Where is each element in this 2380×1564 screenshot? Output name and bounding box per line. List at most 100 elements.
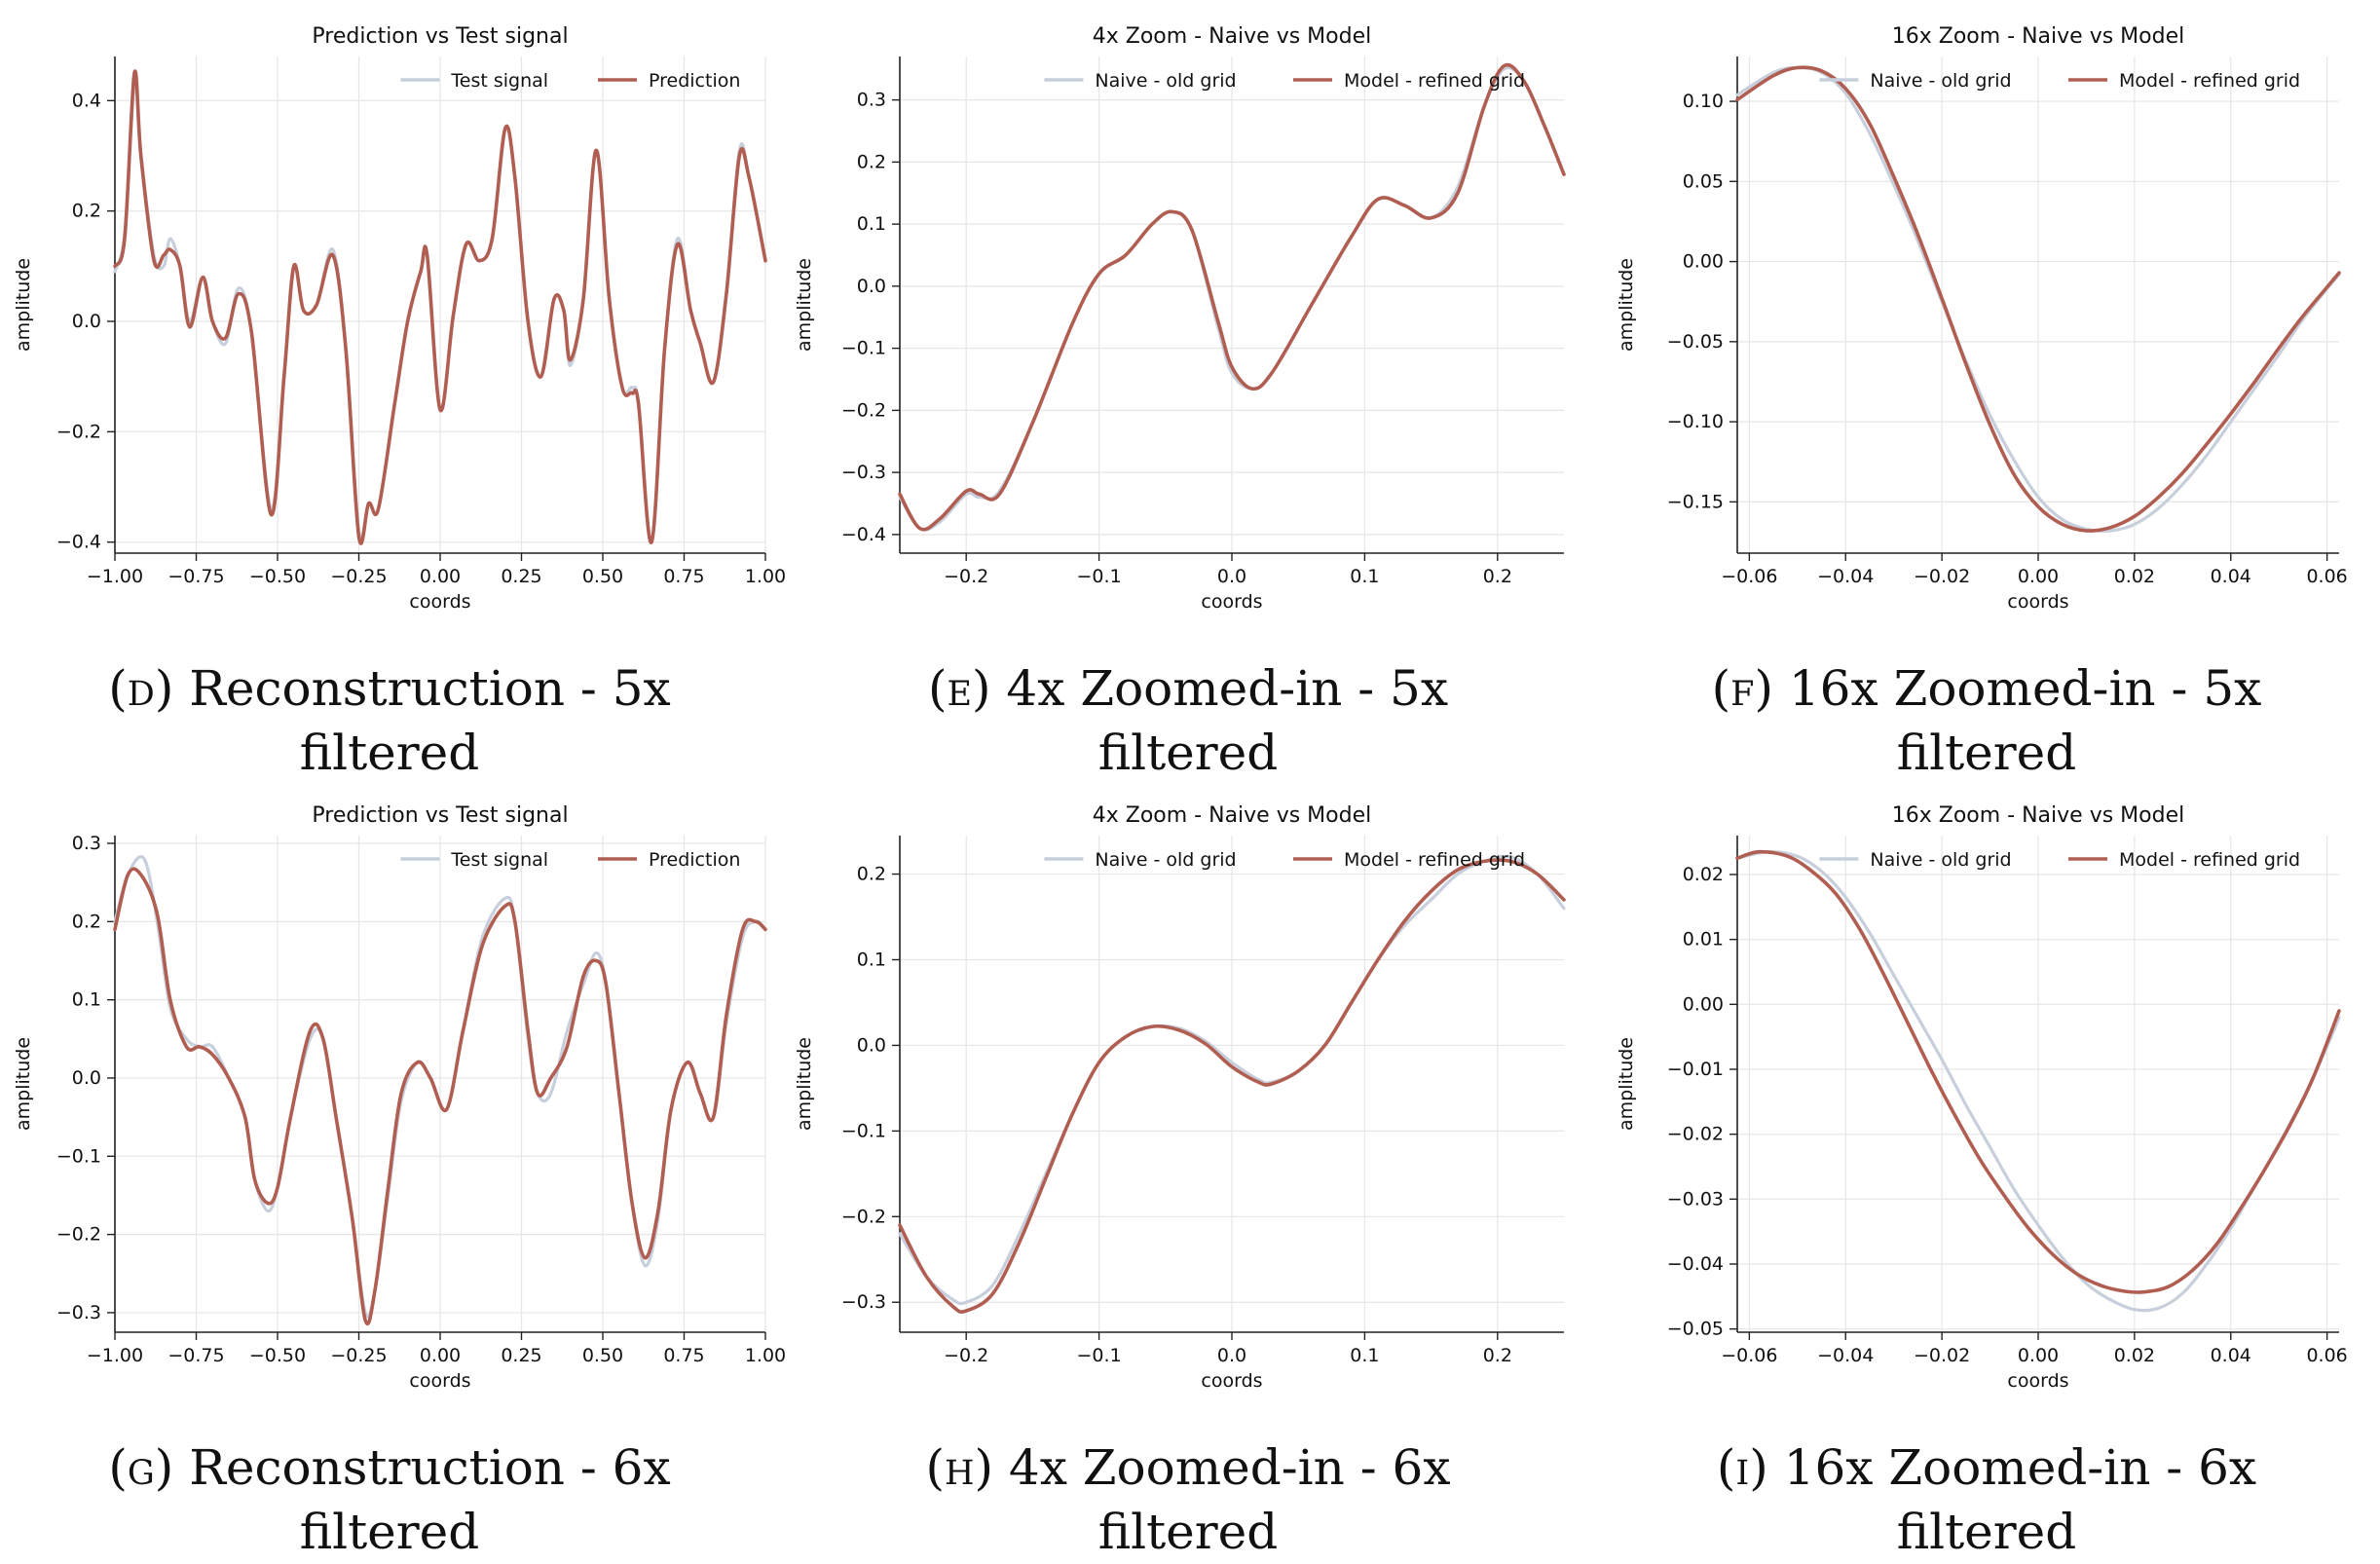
chart-reconstruction-6x: −1.00 −0.75 −0.50 −0.25 0.00 0.25 0.50 0.75 1.00… [13, 803, 786, 1392]
caption-i-line2: filtered [1896, 1504, 2077, 1560]
caption-g-tag: (g) [108, 1439, 174, 1496]
caption-i-tag: (i) [1716, 1439, 1768, 1496]
y-tick-label: −0.01 [1667, 1059, 1724, 1080]
x-tick-label: 0.02 [2114, 566, 2155, 587]
y-tick-label: −0.04 [1667, 1253, 1724, 1275]
legend-label-naive: Naive - old grid [1870, 849, 2011, 871]
y-tick-label: −0.4 [56, 532, 101, 553]
y-tick-label: −0.4 [841, 524, 886, 545]
x-tick-label: −0.02 [1914, 1345, 1970, 1366]
series-line-model [113, 69, 767, 545]
x-tick-label: 0.50 [582, 1345, 623, 1366]
y-tick-label: 0.1 [72, 989, 101, 1011]
y-tick-label: 0.0 [857, 1034, 886, 1056]
chart-title: 4x Zoom - Naive vs Model [1093, 803, 1371, 828]
caption-h-tag: (h) [925, 1439, 993, 1496]
y-tick-label: −0.1 [841, 338, 886, 359]
chart-title: 16x Zoom - Naive vs Model [1892, 803, 2184, 828]
x-tick-label: 0.75 [663, 566, 704, 587]
y-tick-label: −0.2 [56, 421, 101, 442]
x-tick-label: −0.25 [330, 566, 387, 587]
x-tick-label: 0.25 [501, 1345, 541, 1366]
chart-4x-zoom-6x: −0.2 −0.1 0.0 0.1 0.2 −0.3 −0.2 −0.1 0.0 0.1 0.2 co… [794, 803, 1566, 1392]
y-tick-label: 0.1 [857, 950, 886, 971]
caption-i-line1: (i) 16x Zoomed-in - 6x [1597, 1435, 2376, 1500]
y-axis-label: amplitude [13, 258, 34, 352]
grid [900, 56, 1564, 553]
x-tick-label: 0.06 [2306, 1345, 2347, 1366]
caption-f-text: 16x Zoomed-in - 5x [1788, 660, 2262, 717]
legend-label-model: Model - refined grid [2119, 70, 2300, 92]
x-tick-label: 0.0 [1217, 1345, 1246, 1366]
x-tick-label: 0.04 [2211, 1345, 2251, 1366]
x-tick-label: 1.00 [745, 1345, 786, 1366]
x-tick-label: −0.1 [1077, 566, 1122, 587]
x-tick-label: 1.00 [745, 566, 786, 587]
x-tick-label: −1.00 [87, 1345, 143, 1366]
y-tick-label: −0.1 [56, 1145, 101, 1167]
y-tick-label: −0.03 [1667, 1188, 1724, 1210]
legend-label-model: Prediction [649, 70, 740, 92]
x-tick-label: 0.2 [1483, 1345, 1512, 1366]
x-tick-label: 0.1 [1350, 1345, 1379, 1366]
y-tick-label: −0.10 [1667, 411, 1724, 432]
x-tick-label: 0.00 [2018, 1345, 2059, 1366]
caption-h-line2: filtered [1097, 1504, 1279, 1560]
y-tick-label: −0.2 [841, 399, 886, 421]
chart-16x-zoom-6x: −0.06 −0.04 −0.02 0.00 0.02 0.04 0.06 −0.05 −0.0… [1616, 803, 2348, 1392]
series-line-naive [898, 854, 1566, 1306]
x-tick-label: 0.06 [2306, 566, 2347, 587]
caption-h-line1: (h) 4x Zoomed-in - 6x [799, 1435, 1578, 1500]
y-axis-label: amplitude [794, 1037, 815, 1131]
y-tick-label: 0.2 [857, 151, 886, 172]
x-tick-label: 0.02 [2114, 1345, 2155, 1366]
caption-d-tag: (d) [108, 660, 174, 717]
y-tick-label: 0.0 [72, 311, 101, 332]
caption-e-line1: (e) 4x Zoomed-in - 5x [799, 656, 1578, 721]
legend-label-model: Prediction [649, 849, 740, 871]
y-tick-label: 0.1 [857, 213, 886, 235]
y-axis-label: amplitude [13, 1037, 34, 1131]
legend-label-naive: Test signal [450, 70, 548, 92]
x-tick-label: −0.75 [167, 1345, 224, 1366]
caption-d-line2: filtered [299, 725, 480, 781]
y-tick-label: −0.2 [841, 1206, 886, 1227]
x-tick-label: −0.2 [944, 566, 988, 587]
y-tick-label: −0.3 [56, 1302, 101, 1323]
y-tick-label: 0.10 [1683, 91, 1724, 112]
x-tick-label: 0.0 [1217, 566, 1246, 587]
y-axis-label: amplitude [1616, 258, 1637, 352]
chart-reconstruction-5x: −1.00 −0.75 −0.50 −0.25 0.00 0.25 0.50 0.75 1.00… [13, 24, 786, 613]
series-line-model [1735, 65, 2341, 533]
legend-label-model: Model - refined grid [1344, 70, 1525, 92]
y-axis-label: amplitude [794, 258, 815, 352]
x-axis-label: coords [1201, 591, 1262, 613]
y-tick-label: 0.4 [72, 90, 101, 111]
chart-title: Prediction vs Test signal [312, 24, 568, 49]
caption-d-text: Reconstruction - 5x [189, 660, 671, 717]
series-line-model [898, 858, 1566, 1314]
x-tick-label: 0.00 [2018, 566, 2059, 587]
grid [114, 56, 766, 553]
x-tick-label: −0.50 [249, 1345, 306, 1366]
y-tick-label: 0.3 [857, 90, 886, 111]
x-axis-label: coords [2007, 1370, 2068, 1392]
x-tick-label: 0.00 [420, 1345, 461, 1366]
legend-label-naive: Test signal [450, 849, 548, 871]
y-tick-label: −0.05 [1667, 331, 1724, 353]
chart-title: 16x Zoom - Naive vs Model [1892, 24, 2184, 49]
x-tick-label: 0.00 [420, 566, 461, 587]
x-axis-label: coords [409, 1370, 470, 1392]
caption-i: (i) 16x Zoomed-in - 6x filtered [1597, 1435, 2376, 1564]
y-tick-label: −0.02 [1667, 1124, 1724, 1145]
chart-title: 4x Zoom - Naive vs Model [1093, 24, 1371, 49]
caption-f: (f) 16x Zoomed-in - 5x filtered [1597, 656, 2376, 785]
caption-f-line1: (f) 16x Zoomed-in - 5x [1597, 656, 2376, 721]
series-line-naive [1735, 65, 2341, 533]
x-tick-label: −0.06 [1721, 1345, 1777, 1366]
chart-title: Prediction vs Test signal [312, 803, 568, 828]
y-tick-label: 0.2 [72, 201, 101, 222]
legend: Naive - old grid Model - refined grid [1819, 849, 2300, 871]
legend: Naive - old grid Model - refined grid [1044, 70, 1525, 92]
